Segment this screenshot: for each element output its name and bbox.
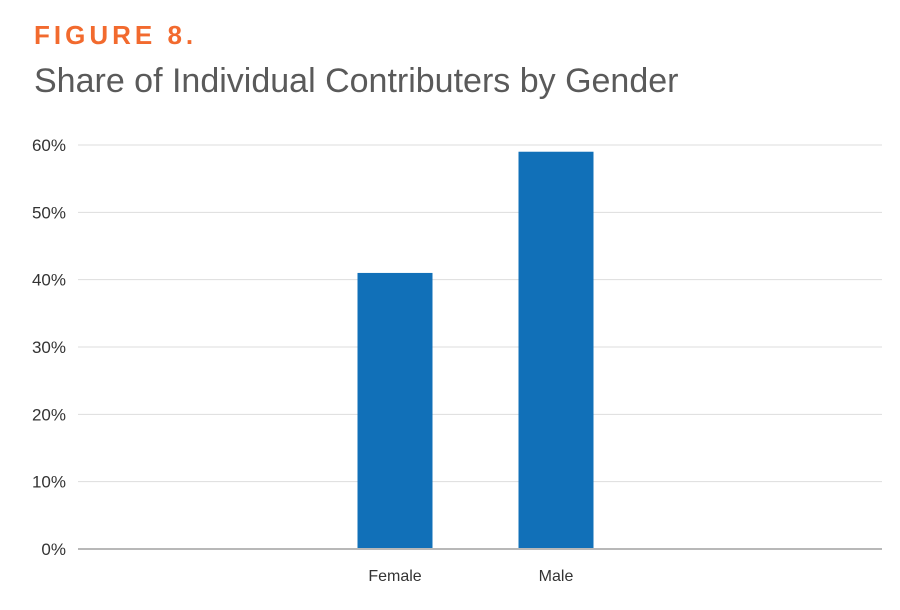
gridlines	[78, 144, 882, 483]
x-category-label: Female	[368, 568, 421, 585]
y-tick-label: 10%	[32, 473, 66, 492]
y-tick-label: 50%	[32, 203, 66, 222]
bar-female	[357, 272, 433, 549]
y-tick-label: 20%	[32, 405, 66, 424]
y-tick-label: 60%	[32, 136, 66, 155]
bars	[357, 151, 594, 549]
x-category-label: Male	[539, 568, 574, 585]
y-axis-tick-labels: 0% 10% 20% 30% 40% 50% 60%	[32, 136, 66, 559]
bar-male	[518, 151, 594, 549]
figure-label: FIGURE 8.	[34, 20, 198, 50]
y-tick-label: 40%	[32, 271, 66, 290]
x-axis-category-labels: Female Male	[368, 568, 573, 585]
y-tick-label: 0%	[41, 540, 66, 559]
y-tick-label: 30%	[32, 338, 66, 357]
chart-title: Share of Individual Contributers by Gend…	[34, 62, 679, 100]
